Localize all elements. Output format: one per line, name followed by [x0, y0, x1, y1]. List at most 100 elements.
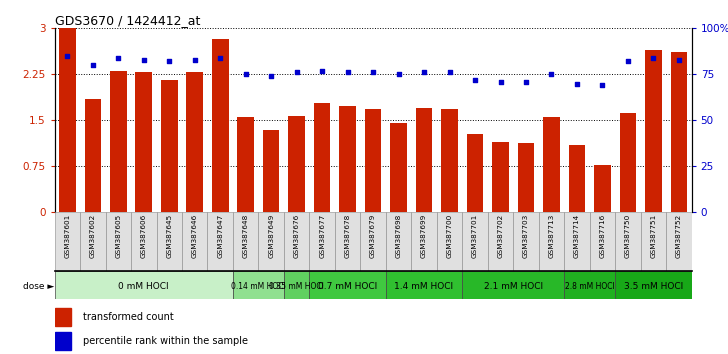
Text: GSM387649: GSM387649: [268, 214, 274, 258]
Bar: [462, 212, 488, 271]
Text: GSM387713: GSM387713: [548, 214, 555, 258]
Bar: [309, 271, 386, 299]
Bar: [666, 212, 692, 271]
Text: GSM387701: GSM387701: [472, 214, 478, 258]
Bar: [186, 73, 203, 212]
Bar: [288, 116, 305, 212]
Text: 0.7 mM HOCl: 0.7 mM HOCl: [318, 282, 377, 291]
Text: 2.8 mM HOCl: 2.8 mM HOCl: [565, 282, 614, 291]
Bar: [390, 124, 407, 212]
Point: [189, 57, 201, 62]
Bar: [615, 271, 692, 299]
Bar: [467, 134, 483, 212]
Bar: [233, 271, 284, 299]
Bar: [161, 80, 178, 212]
Bar: [386, 212, 411, 271]
Bar: [437, 212, 462, 271]
Text: GSM387648: GSM387648: [242, 214, 249, 258]
Text: 1.4 mM HOCl: 1.4 mM HOCl: [395, 282, 454, 291]
Text: GSM387605: GSM387605: [115, 214, 122, 258]
Bar: [615, 212, 641, 271]
Bar: [106, 212, 131, 271]
Point: [240, 72, 252, 77]
Point: [393, 72, 405, 77]
Text: GSM387678: GSM387678: [344, 214, 351, 258]
Bar: [309, 212, 335, 271]
Bar: [59, 28, 76, 212]
Text: GSM387647: GSM387647: [217, 214, 223, 258]
Bar: [411, 212, 437, 271]
Text: GSM387602: GSM387602: [90, 214, 96, 258]
Bar: [335, 212, 360, 271]
Bar: [513, 212, 539, 271]
Bar: [539, 212, 564, 271]
Text: GSM387702: GSM387702: [497, 214, 504, 258]
Text: GSM387677: GSM387677: [319, 214, 325, 258]
Text: GSM387714: GSM387714: [574, 214, 580, 258]
Text: GSM387646: GSM387646: [191, 214, 198, 258]
Point: [495, 79, 507, 85]
Bar: [488, 212, 513, 271]
Bar: [590, 212, 615, 271]
Text: transformed count: transformed count: [84, 312, 174, 322]
Text: 2.1 mM HOCl: 2.1 mM HOCl: [483, 282, 543, 291]
Point: [62, 53, 73, 59]
Text: GSM387716: GSM387716: [599, 214, 606, 258]
Point: [291, 70, 303, 75]
Bar: [237, 117, 254, 212]
Point: [622, 59, 634, 64]
Bar: [492, 142, 509, 212]
Text: 3.5 mM HOCl: 3.5 mM HOCl: [624, 282, 683, 291]
Bar: [564, 212, 590, 271]
Point: [87, 62, 99, 68]
Bar: [462, 271, 564, 299]
Bar: [84, 99, 101, 212]
Text: 0.35 mM HOCl: 0.35 mM HOCl: [269, 282, 324, 291]
Text: GSM387699: GSM387699: [421, 214, 427, 258]
Point: [571, 81, 583, 86]
Bar: [670, 52, 687, 212]
Bar: [543, 117, 560, 212]
Text: dose ►: dose ►: [23, 282, 54, 291]
Bar: [284, 271, 309, 299]
Bar: [360, 212, 386, 271]
Bar: [135, 73, 152, 212]
Bar: [620, 113, 636, 212]
Point: [648, 55, 660, 61]
Bar: [564, 271, 615, 299]
Bar: [365, 109, 381, 212]
Point: [470, 77, 481, 83]
Bar: [55, 212, 80, 271]
Text: GSM387752: GSM387752: [676, 214, 682, 258]
Bar: [55, 332, 71, 350]
Bar: [416, 108, 432, 212]
Point: [266, 73, 277, 79]
Point: [342, 70, 354, 75]
Bar: [207, 212, 233, 271]
Bar: [55, 271, 233, 299]
Point: [164, 59, 175, 64]
Bar: [55, 308, 71, 326]
Bar: [386, 271, 462, 299]
Bar: [212, 39, 229, 212]
Bar: [233, 212, 258, 271]
Text: GSM387679: GSM387679: [370, 214, 376, 258]
Text: GSM387645: GSM387645: [166, 214, 173, 258]
Bar: [131, 212, 157, 271]
Bar: [314, 103, 331, 212]
Text: GSM387601: GSM387601: [64, 214, 71, 258]
Point: [419, 70, 430, 75]
Bar: [284, 212, 309, 271]
Point: [521, 79, 532, 85]
Point: [546, 72, 558, 77]
Text: GSM387700: GSM387700: [446, 214, 453, 258]
Point: [597, 82, 609, 88]
Bar: [258, 212, 284, 271]
Bar: [594, 165, 611, 212]
Text: 0 mM HOCl: 0 mM HOCl: [119, 282, 169, 291]
Text: GSM387751: GSM387751: [650, 214, 657, 258]
Text: GDS3670 / 1424412_at: GDS3670 / 1424412_at: [55, 14, 200, 27]
Bar: [641, 212, 666, 271]
Point: [113, 55, 124, 61]
Text: 0.14 mM HOCl: 0.14 mM HOCl: [231, 282, 286, 291]
